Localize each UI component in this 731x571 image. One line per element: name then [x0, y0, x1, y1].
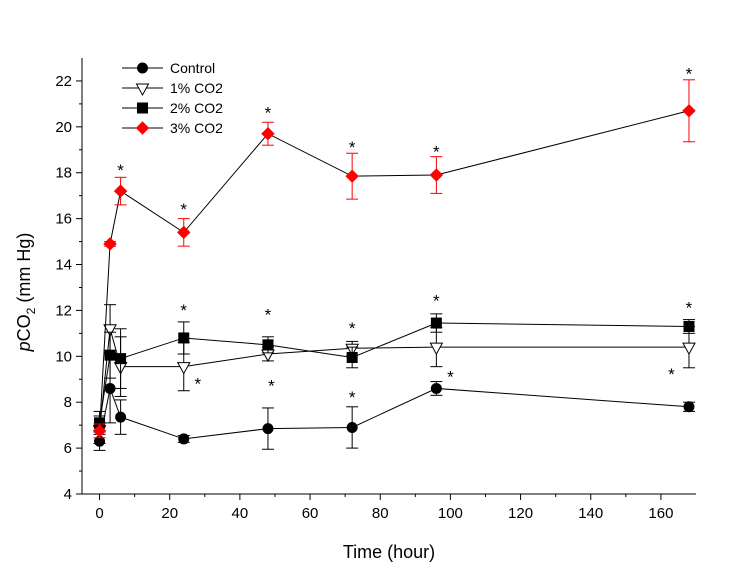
y-axis-title-italic: p [14, 341, 34, 352]
x-tick-label: 80 [372, 505, 389, 522]
significance-star: * [265, 305, 272, 324]
legend-label: 3% CO2 [170, 120, 223, 136]
legend-label: Control [170, 60, 215, 76]
significance-star: * [117, 161, 124, 180]
point-square [683, 320, 695, 332]
legend-label: 2% CO2 [170, 100, 223, 116]
significance-star: * [433, 142, 440, 161]
point-square [137, 102, 148, 114]
y-tick-label: 16 [55, 211, 72, 228]
point-triangle [135, 83, 150, 97]
significance-star: * [447, 367, 454, 386]
legend-item: 3% CO2 [122, 120, 223, 136]
y-tick-label: 12 [55, 302, 72, 319]
series-4: * * * * * * [92, 64, 696, 439]
x-tick-label: 140 [578, 505, 603, 522]
significance-star: * [433, 292, 440, 311]
point-triangle [682, 342, 696, 356]
x-tick-label: 20 [161, 505, 178, 522]
y-tick-label: 6 [64, 440, 72, 457]
series-1: * * * [93, 353, 695, 451]
y-tick-label: 22 [55, 73, 72, 90]
axes: 0 20 40 60 80 100 120 140 160 4 6 8 10 12 14 16 18 20 22 [55, 58, 696, 522]
y-axis-title-main: CO [14, 314, 34, 341]
point-square [104, 349, 116, 361]
point-diamond [103, 237, 117, 251]
y-axis-title-rest: (mm Hg) [14, 233, 34, 308]
point-circle [430, 382, 442, 394]
legend-item: 1% CO2 [122, 80, 223, 97]
y-tick-label: 18 [55, 165, 72, 182]
point-square [262, 339, 274, 351]
point-square [346, 351, 358, 363]
legend-item: 2% CO2 [122, 100, 223, 116]
y-tick-label: 10 [55, 348, 72, 365]
point-square [178, 332, 190, 344]
point-diamond [135, 121, 150, 135]
significance-star: * [180, 200, 187, 219]
series-line [99, 328, 689, 430]
point-circle [262, 423, 274, 435]
point-circle [683, 401, 695, 413]
point-circle [346, 421, 358, 433]
x-axis-title: Time (hour) [343, 542, 435, 562]
significance-star: * [194, 374, 201, 393]
x-tick-label: 120 [508, 505, 533, 522]
y-tick-label: 14 [55, 257, 72, 274]
significance-star: * [268, 377, 275, 396]
point-diamond [177, 225, 191, 240]
x-tick-label: 0 [95, 505, 103, 522]
significance-star: * [686, 64, 693, 83]
point-diamond [429, 168, 444, 182]
x-tick-label: 100 [438, 505, 463, 522]
point-circle [178, 433, 190, 445]
point-circle [115, 411, 127, 423]
x-tick-label: 40 [232, 505, 249, 522]
significance-star: * [686, 299, 693, 318]
legend: Control 1% CO2 2% CO2 3% CO2 [122, 60, 223, 136]
x-tick-label: 60 [302, 505, 319, 522]
y-tick-label: 8 [64, 394, 72, 411]
point-diamond [682, 104, 696, 118]
point-diamond [345, 169, 359, 183]
legend-label: 1% CO2 [170, 80, 223, 96]
significance-star: * [265, 103, 272, 122]
y-tick-label: 20 [55, 119, 72, 136]
point-square [115, 353, 127, 365]
series-line [99, 110, 690, 431]
x-tick-label: 160 [648, 505, 673, 522]
point-diamond [92, 424, 107, 438]
point-circle [104, 382, 116, 394]
point-square [430, 317, 442, 329]
significance-star: * [349, 319, 356, 338]
series-3: * * * * * [93, 292, 695, 435]
significance-star: * [349, 138, 356, 157]
y-axis-title: pCO2 (mm Hg) [14, 233, 38, 353]
significance-star: * [349, 388, 356, 407]
y-axis-title-sub: 2 [24, 307, 38, 314]
point-diamond [261, 127, 275, 141]
plot-area: * * * * * * * * * * * * * * * * [92, 64, 696, 451]
point-triangle [176, 362, 191, 375]
point-triangle [429, 342, 444, 356]
point-diamond [113, 184, 128, 198]
significance-star: * [668, 365, 675, 384]
point-circle [137, 62, 148, 74]
significance-star: * [180, 301, 187, 320]
series-line [99, 386, 690, 442]
y-tick-label: 4 [64, 486, 72, 503]
point-triangle [103, 324, 117, 337]
legend-item: Control [122, 60, 215, 76]
